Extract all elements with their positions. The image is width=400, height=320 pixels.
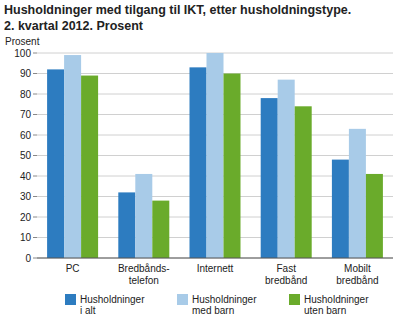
legend-label: Husholdningermed barn [192,294,257,316]
bar [190,67,207,258]
bars [47,53,383,258]
x-axis [37,258,393,259]
y-tick [33,135,37,136]
bar [207,53,224,258]
y-tick-label: 80 [20,89,32,100]
legend-swatch [177,294,188,305]
bar [332,160,349,258]
y-tick-label: 0 [25,253,31,264]
y-tick-label: 60 [20,130,32,141]
y-tick [33,53,37,54]
y-axis-label: Prosent [5,36,40,47]
chart: Husholdninger med tilgang til IKT, etter… [0,0,400,320]
y-tick [33,176,37,177]
bar [152,201,169,258]
x-tick-label: Internett [197,263,234,274]
y-tick-label: 90 [20,68,32,79]
legend-label: Husholdningeruten barn [304,294,369,316]
legend-swatch [65,294,76,305]
y-tick [33,155,37,156]
x-tick-label: Mobiltbredbånd [336,263,378,286]
y-tick-label: 50 [20,150,32,161]
legend-label: Husholdningeri alt [80,294,145,316]
y-tick-label: 20 [20,212,32,223]
y-tick [33,114,37,115]
y-tick-label: 10 [20,232,32,243]
y-tick-label: 100 [14,48,31,59]
bar [224,74,241,259]
x-tick-label: Fastbredbånd [265,263,307,286]
bar [366,174,383,258]
y-tick [33,217,37,218]
y-tick [33,258,37,259]
bar [261,98,278,258]
legend-swatch [289,294,300,305]
title: Husholdninger med tilgang til IKT, etter… [4,3,351,17]
x-tick-label: PC [66,263,80,274]
x-tick-label: Bredbånds-telefon [118,263,170,286]
y-tick-label: 40 [20,171,32,182]
bar [64,55,81,258]
bar [81,76,98,258]
y-tick [33,237,37,238]
bar [135,174,152,258]
y-tick-label: 30 [20,191,32,202]
bar [295,106,312,258]
subtitle: 2. kvartal 2012. Prosent [4,19,144,33]
grid-line [37,258,393,259]
y-tick-label: 70 [20,109,32,120]
bar [47,69,64,258]
bar [118,192,135,258]
bar [278,80,295,258]
y-tick [33,94,37,95]
y-tick [33,196,37,197]
bar [349,129,366,258]
y-tick [33,73,37,74]
